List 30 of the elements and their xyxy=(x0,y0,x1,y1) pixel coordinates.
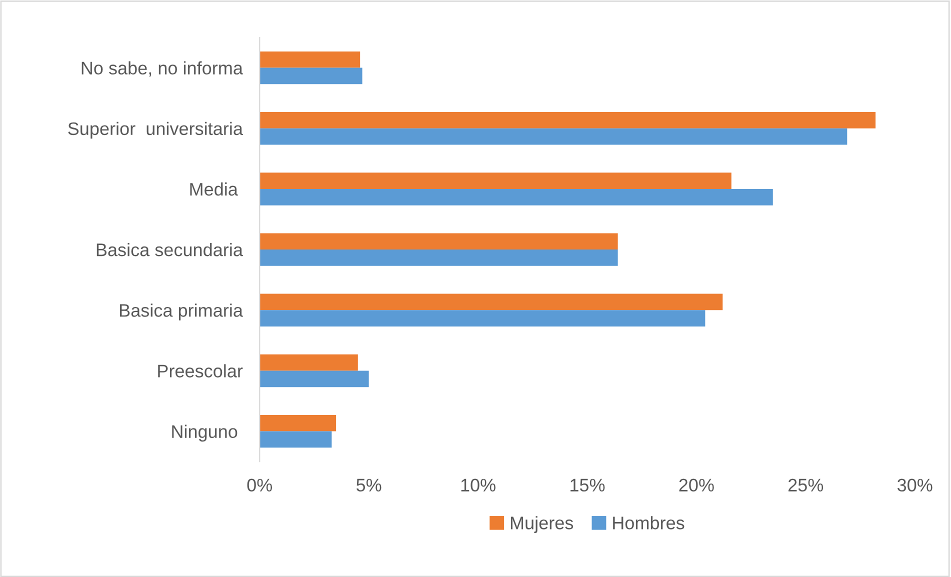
x-tick-label: 5% xyxy=(356,478,382,492)
bar xyxy=(260,354,358,371)
x-tick-label: 0% xyxy=(247,478,272,492)
bar xyxy=(260,431,332,448)
bar xyxy=(260,68,362,84)
legend-label: Hombres xyxy=(613,516,684,530)
x-tick-label: 30% xyxy=(897,478,932,492)
y-tick-label: Basica secundaria xyxy=(96,243,243,256)
x-tick-label: 10% xyxy=(461,478,496,492)
bar xyxy=(260,128,848,145)
bar xyxy=(260,112,876,128)
x-tick-label: 20% xyxy=(679,478,714,492)
bar xyxy=(260,414,336,432)
bar xyxy=(260,370,369,388)
legend-label: Mujeres xyxy=(510,516,574,533)
y-tick-label: Media xyxy=(190,182,238,196)
bar xyxy=(260,294,723,310)
bar xyxy=(260,233,618,250)
bar xyxy=(260,250,618,266)
y-tick-label: Superior universitaria xyxy=(68,122,243,139)
y-tick-label: Ninguno xyxy=(172,424,238,442)
bar xyxy=(260,51,360,68)
bar xyxy=(260,310,706,326)
y-tick-label: Basica primaria xyxy=(120,304,243,320)
y-tick-label: No sabe, no informa xyxy=(82,61,243,77)
bar xyxy=(260,188,773,206)
y-tick-label: Preescolar xyxy=(158,364,243,378)
x-tick-label: 25% xyxy=(788,478,824,492)
bar xyxy=(260,172,732,189)
x-tick-label: 15% xyxy=(570,478,605,492)
